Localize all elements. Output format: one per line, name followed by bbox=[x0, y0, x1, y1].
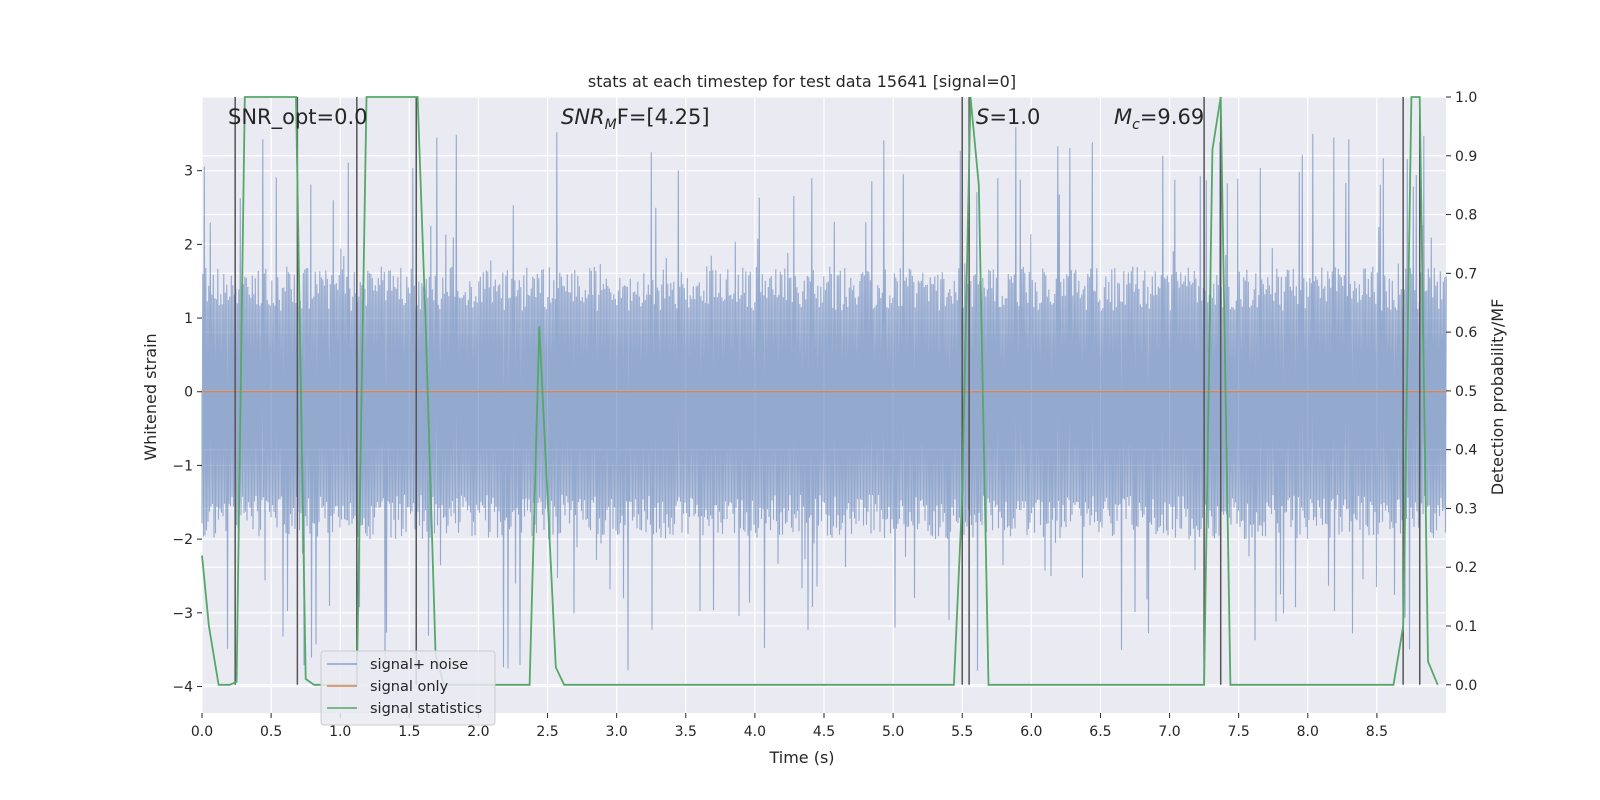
x-tick-label: 4.5 bbox=[813, 724, 835, 740]
y-tick-label: 1 bbox=[184, 311, 193, 327]
chart-title: stats at each timestep for test data 156… bbox=[588, 72, 1016, 91]
y2-axis-ticks: 1.0 0.9 0.8 0.7 0.6 0.5 0.4 0.3 0.2 0.1 0.0 bbox=[1446, 90, 1477, 694]
y-tick-label: −3 bbox=[172, 606, 193, 622]
x-tick-label: 6.0 bbox=[1020, 724, 1042, 740]
legend-label-signal-only: signal only bbox=[370, 679, 449, 695]
y2-tick-label: 0.9 bbox=[1455, 149, 1477, 165]
x-tick-label: 1.0 bbox=[329, 724, 351, 740]
series-signal-noise bbox=[201, 127, 1447, 672]
y2-tick-label: 0.0 bbox=[1455, 678, 1477, 694]
event-marker-lines bbox=[234, 97, 1421, 685]
legend-box bbox=[320, 650, 496, 726]
annotation-mc: Mc=9.69 bbox=[1114, 105, 1204, 133]
x-tick-label: 8.5 bbox=[1366, 724, 1388, 740]
x-tick-label: 6.5 bbox=[1089, 724, 1111, 740]
annotation-snr-mf-symbol: SNR bbox=[561, 105, 605, 129]
annotation-s-symbol: S bbox=[976, 105, 989, 129]
x-tick-label: 7.0 bbox=[1158, 724, 1180, 740]
legend-label-signal-statistics: signal statistics bbox=[370, 701, 482, 717]
x-tick-label: 8.0 bbox=[1297, 724, 1319, 740]
y-tick-label: 2 bbox=[184, 237, 193, 253]
y-tick-label: −2 bbox=[172, 532, 193, 548]
y2-tick-label: 0.6 bbox=[1455, 325, 1477, 341]
x-tick-label: 2.0 bbox=[467, 724, 489, 740]
x-tick-label: 0.5 bbox=[260, 724, 282, 740]
x-tick-label: 3.0 bbox=[606, 724, 628, 740]
annotation-mc-symbol: M bbox=[1114, 105, 1132, 129]
annotation-mc-value: =9.69 bbox=[1140, 105, 1204, 129]
x-axis-ticks: 0.0 0.5 1.0 1.5 2.0 2.5 3.0 3.5 4.0 4.5 5.0 5.5 6.0 6… bbox=[191, 713, 1388, 740]
x-tick-label: 5.0 bbox=[882, 724, 904, 740]
y2-tick-label: 0.3 bbox=[1455, 501, 1477, 517]
y2-tick-label: 1.0 bbox=[1455, 90, 1477, 106]
x-tick-label: 7.5 bbox=[1228, 724, 1250, 740]
annotation-snr-opt: SNR_opt=0.0 bbox=[228, 105, 368, 130]
annotation-s-value: =1.0 bbox=[989, 105, 1040, 129]
x-tick-label: 5.5 bbox=[951, 724, 973, 740]
annotation-snr-mf-subscript: M bbox=[605, 117, 617, 133]
y-tick-label: 3 bbox=[184, 164, 193, 180]
y-tick-label: −4 bbox=[172, 679, 193, 695]
x-tick-label: 1.5 bbox=[398, 724, 420, 740]
x-tick-label: 3.5 bbox=[675, 724, 697, 740]
signal-noise-trace bbox=[201, 127, 1447, 672]
x-tick-label: 2.5 bbox=[536, 724, 558, 740]
x-axis-label: Time (s) bbox=[768, 748, 834, 767]
y2-tick-label: 0.8 bbox=[1455, 208, 1477, 224]
annotation-snr-mf: SNRMF=[4.25] bbox=[561, 105, 710, 133]
y2-tick-label: 0.7 bbox=[1455, 266, 1477, 282]
legend: signal+ noise signal only signal statist… bbox=[320, 650, 496, 726]
y2-axis-label: Detection probability/MF bbox=[1488, 299, 1507, 496]
y2-tick-label: 0.5 bbox=[1455, 384, 1477, 400]
y2-tick-label: 0.4 bbox=[1455, 443, 1477, 459]
y-axis-ticks: 3 2 1 0 −1 −2 −3 −4 bbox=[172, 164, 202, 695]
y-tick-label: 0 bbox=[184, 385, 193, 401]
legend-label-signal-noise: signal+ noise bbox=[370, 657, 468, 673]
annotation-snr-mf-value: F=[4.25] bbox=[617, 105, 710, 129]
annotation-mc-subscript: c bbox=[1132, 117, 1140, 133]
y2-tick-label: 0.1 bbox=[1455, 619, 1477, 635]
y-axis-label: Whitened strain bbox=[141, 333, 160, 460]
x-tick-label: 4.0 bbox=[744, 724, 766, 740]
series-signal-statistics-line bbox=[201, 96, 1439, 686]
annotation-s: S=1.0 bbox=[976, 105, 1040, 129]
x-tick-label: 0.0 bbox=[191, 724, 213, 740]
y2-tick-label: 0.2 bbox=[1455, 560, 1477, 576]
y-tick-label: −1 bbox=[172, 458, 193, 474]
